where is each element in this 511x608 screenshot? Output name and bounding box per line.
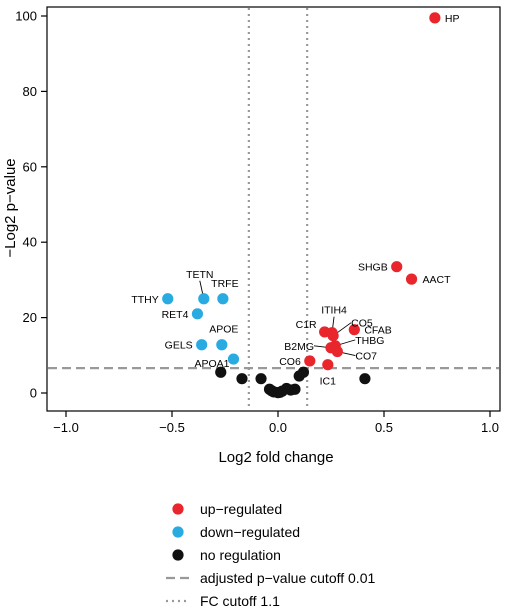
none-point <box>266 385 278 397</box>
up-point <box>327 330 339 342</box>
x-tick-label: −1.0 <box>53 420 79 435</box>
point-label: GELS <box>165 340 193 352</box>
data-points <box>162 12 441 399</box>
down-point <box>216 339 228 351</box>
legend-label: down−regulated <box>200 524 300 540</box>
plot-area <box>46 6 501 412</box>
down-point <box>162 293 174 305</box>
point-label: RET4 <box>162 309 189 321</box>
x-tick-label: −0.5 <box>159 420 185 435</box>
legend-swatch-up <box>172 503 184 515</box>
down-point <box>191 308 204 320</box>
point-label: CO7 <box>355 351 377 363</box>
none-point <box>297 366 310 378</box>
y-tick-label: 20 <box>23 310 37 325</box>
point-label: APOE <box>209 324 238 336</box>
point-label: CFAB <box>364 325 391 337</box>
y-tick-label: 40 <box>23 235 37 250</box>
legend: up−regulated down−regulated no regulation a… <box>166 501 375 608</box>
x-axis-title: Log2 fold change <box>218 449 333 466</box>
legend-label: no regulation <box>200 547 281 563</box>
point-label: CO6 <box>279 356 301 368</box>
point-label: APOA1 <box>194 358 229 370</box>
none-point <box>236 373 248 385</box>
y-tick-label: 100 <box>15 9 37 24</box>
cutoff-lines <box>48 8 499 410</box>
none-point <box>289 383 301 395</box>
up-point <box>331 345 343 358</box>
point-label: AACT <box>423 274 452 286</box>
point-label: CO5 <box>351 318 373 330</box>
legend-label: adjusted p−value cutoff 0.01 <box>200 570 375 586</box>
down-point <box>196 339 208 351</box>
none-point <box>215 366 227 378</box>
y-tick-label: 60 <box>23 159 37 174</box>
point-label: THBG <box>355 335 384 347</box>
y-tick-label: 0 <box>30 386 37 401</box>
y-tick-label: 80 <box>23 84 37 99</box>
point-label: TETN <box>186 269 213 281</box>
legend-swatch-none <box>172 549 184 561</box>
x-tick-label: 0.5 <box>375 420 393 435</box>
up-point <box>391 261 403 273</box>
point-label: HP <box>445 13 460 25</box>
point-label: B2MG <box>284 341 314 353</box>
up-point <box>322 359 334 371</box>
up-point <box>405 273 418 285</box>
legend-label: up−regulated <box>200 501 282 517</box>
down-point <box>198 293 210 305</box>
none-point <box>359 373 371 385</box>
point-label: IC1 <box>320 376 337 388</box>
point-label: C1R <box>296 319 317 331</box>
up-point <box>348 324 360 336</box>
down-point <box>227 353 240 365</box>
point-label: TRFE <box>211 278 238 290</box>
up-point <box>304 355 316 367</box>
point-label: ITIH4 <box>321 305 347 317</box>
x-tick-label: 0.0 <box>269 420 287 435</box>
none-point <box>255 373 267 385</box>
axis-ticks: −1.0 −0.5 0.0 0.5 1.0 0 20 40 60 80 100 <box>15 9 499 436</box>
up-point <box>429 12 441 24</box>
point-label: SHGB <box>358 262 388 274</box>
down-point <box>217 293 229 305</box>
y-axis-title: −Log2 p−value <box>2 158 19 257</box>
none-point <box>274 386 286 398</box>
legend-label: FC cutoff 1.1 <box>200 593 280 608</box>
point-label: TTHY <box>131 294 158 306</box>
legend-swatch-down <box>172 526 184 538</box>
x-tick-label: 1.0 <box>481 420 499 435</box>
